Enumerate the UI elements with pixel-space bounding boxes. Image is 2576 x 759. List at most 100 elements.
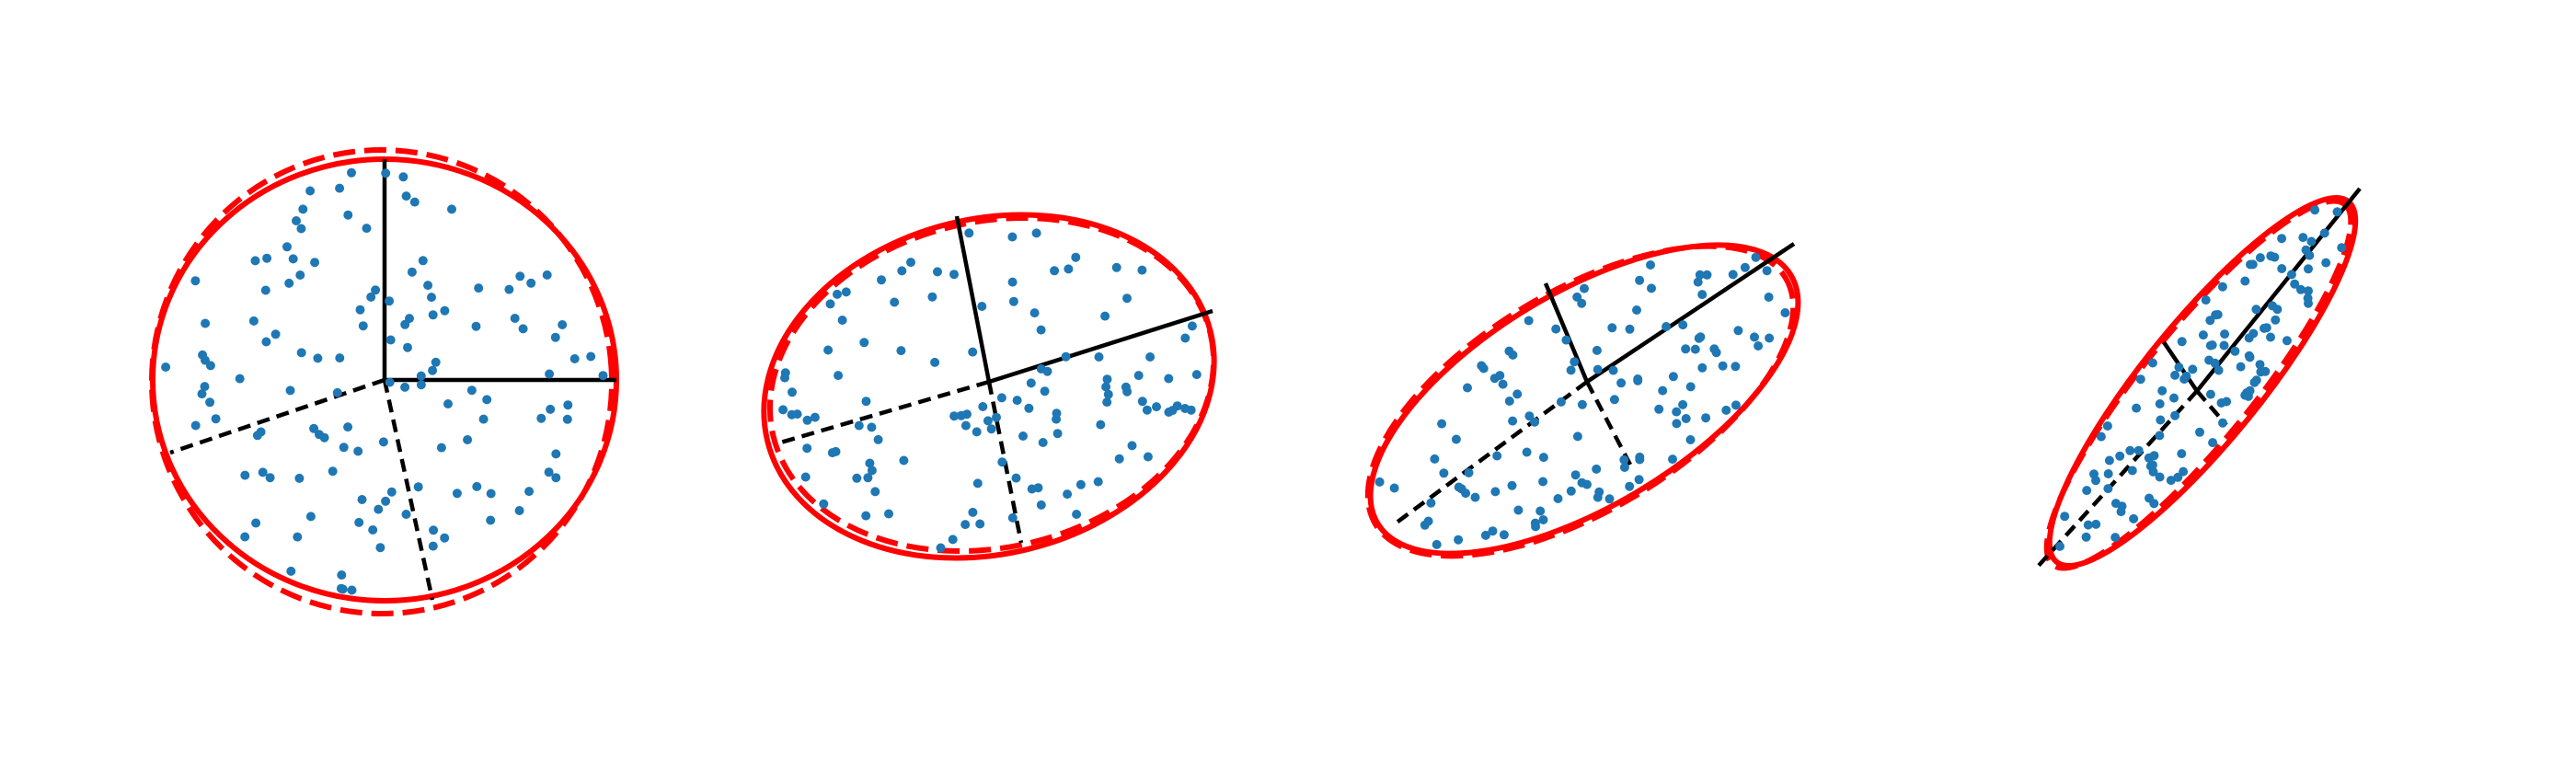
- data-point: [1100, 311, 1110, 321]
- data-point: [310, 258, 320, 268]
- data-point: [1133, 371, 1144, 381]
- data-point: [285, 385, 295, 396]
- data-point: [841, 287, 851, 297]
- data-point: [2266, 332, 2275, 342]
- data-point: [423, 281, 433, 291]
- data-point: [962, 409, 972, 420]
- data-point: [1553, 494, 1563, 503]
- data-point: [2174, 362, 2184, 373]
- data-point: [2177, 337, 2187, 347]
- data-point: [1036, 364, 1046, 374]
- data-point: [2208, 438, 2218, 448]
- data-point: [2110, 533, 2121, 543]
- data-point: [542, 270, 552, 280]
- data-point: [2155, 399, 2165, 408]
- data-point: [378, 437, 388, 447]
- data-point: [1633, 375, 1643, 385]
- data-point: [2270, 252, 2280, 262]
- data-point: [996, 393, 1006, 403]
- data-point: [1695, 270, 1705, 280]
- data-point: [1607, 323, 1617, 333]
- data-point: [1143, 452, 1153, 462]
- data-point: [1672, 407, 1682, 417]
- data-point: [371, 285, 381, 295]
- fitted-minor-axis: [2195, 389, 2228, 427]
- data-point: [510, 314, 520, 323]
- data-point: [867, 422, 877, 432]
- data-point: [515, 271, 525, 282]
- data-point: [1101, 382, 1111, 392]
- data-point: [997, 457, 1007, 467]
- data-point: [347, 585, 357, 595]
- data-point: [1731, 400, 1741, 410]
- data-point: [296, 224, 306, 234]
- data-point: [452, 489, 462, 499]
- data-point: [1625, 481, 1635, 491]
- data-point: [2214, 365, 2224, 375]
- data-point: [936, 543, 946, 553]
- data-point: [478, 414, 489, 424]
- data-point: [1094, 352, 1104, 362]
- data-point: [2103, 469, 2113, 478]
- data-point: [2272, 305, 2283, 315]
- data-point: [1570, 470, 1581, 480]
- data-point: [298, 204, 308, 214]
- data-point: [200, 382, 210, 392]
- data-point: [2305, 250, 2315, 260]
- sample-points: [1374, 252, 1790, 549]
- data-point: [2147, 358, 2157, 368]
- data-point: [819, 499, 829, 509]
- data-point: [466, 385, 477, 396]
- data-point: [2156, 415, 2166, 425]
- data-point: [1024, 403, 1034, 413]
- data-point: [2337, 243, 2347, 253]
- data-point: [2236, 362, 2246, 372]
- data-point: [2277, 264, 2287, 273]
- data-point: [1647, 283, 1656, 293]
- data-point: [1036, 500, 1046, 510]
- data-point: [1702, 270, 1712, 280]
- data-point: [890, 297, 900, 307]
- data-point: [270, 329, 281, 339]
- data-point: [545, 369, 555, 379]
- data-point: [986, 424, 996, 434]
- data-point: [463, 435, 473, 444]
- data-point: [524, 487, 535, 497]
- data-point: [2169, 393, 2179, 403]
- data-point: [1040, 386, 1050, 397]
- data-point: [972, 478, 983, 489]
- data-point: [1093, 477, 1103, 487]
- data-point: [2230, 346, 2240, 356]
- data-point: [2188, 364, 2198, 374]
- data-point: [1029, 308, 1040, 318]
- data-point: [335, 353, 345, 363]
- data-point: [1180, 333, 1190, 343]
- data-point: [2290, 279, 2300, 289]
- data-point: [1420, 520, 1430, 530]
- data-point: [409, 197, 420, 207]
- data-point: [1522, 447, 1532, 457]
- sample-points: [2055, 205, 2347, 551]
- data-point: [2217, 282, 2227, 292]
- data-point: [1038, 438, 1048, 447]
- data-point: [386, 487, 397, 497]
- data-point: [1646, 260, 1655, 270]
- data-point: [418, 256, 428, 266]
- data-point: [2157, 385, 2168, 396]
- true-ellipse-solid: [1367, 242, 1801, 557]
- data-point: [1538, 453, 1548, 463]
- data-point: [2082, 486, 2092, 496]
- data-point: [1531, 522, 1541, 532]
- data-point: [2321, 258, 2331, 268]
- data-point: [1733, 326, 1743, 336]
- data-point: [1063, 489, 1073, 500]
- data-point: [1012, 396, 1022, 406]
- data-point: [1432, 539, 1442, 549]
- data-point: [1678, 320, 1688, 330]
- data-point: [486, 489, 496, 499]
- data-point: [2277, 234, 2287, 244]
- data-point: [1619, 454, 1629, 465]
- data-point: [2195, 427, 2204, 437]
- data-point: [381, 496, 391, 506]
- data-point: [2222, 397, 2232, 407]
